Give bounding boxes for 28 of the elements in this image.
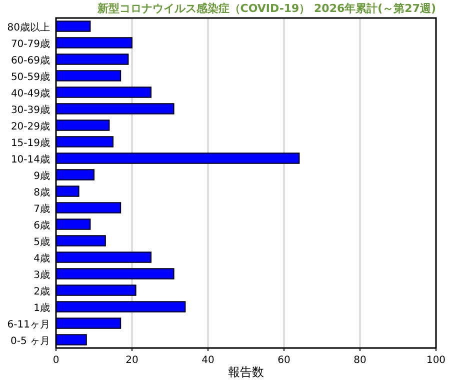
y-tick-label: 9歳 [34,170,50,182]
x-tick-label: 20 [126,355,138,366]
y-tick-label: 15-19歳 [10,136,50,149]
x-axis-title: 報告数 [228,365,264,379]
y-tick-label: 4歳 [34,252,50,264]
y-tick-label: 2歳 [34,285,50,298]
y-tick-label: 6歳 [34,219,50,232]
y-tick-label: 50-59歳 [10,70,50,83]
y-tick-label: 5歳 [34,236,50,248]
y-tick-label: 40-49歳 [10,87,50,100]
x-tick-label: 100 [426,355,446,366]
y-tick-label: 10-14歳 [10,153,50,166]
y-tick-label: 7歳 [34,202,50,215]
x-tick-label: 80 [354,355,366,366]
y-tick-label: 70-79歳 [10,38,50,50]
chart-title: 新型コロナウイルス感染症（COVID-19） 2026年累計(～第27週) [96,2,436,15]
y-tick-label: 80歳以上 [7,21,50,34]
x-tick-label: 60 [278,355,290,366]
y-tick-label: 30-39歳 [10,104,50,116]
y-tick-label: 20-29歳 [10,120,50,132]
y-tick-label: 60-69歳 [10,54,50,66]
y-tick-label: 0-5 ヶ月 [10,336,50,347]
y-tick-label: 8歳 [34,186,50,198]
x-tick-label: 0 [52,355,60,366]
y-tick-label: 1歳 [34,302,50,314]
y-tick-label: 3歳 [34,268,50,281]
y-tick-label: 6-11ヶ月 [7,319,50,330]
x-tick-label: 40 [202,355,214,366]
